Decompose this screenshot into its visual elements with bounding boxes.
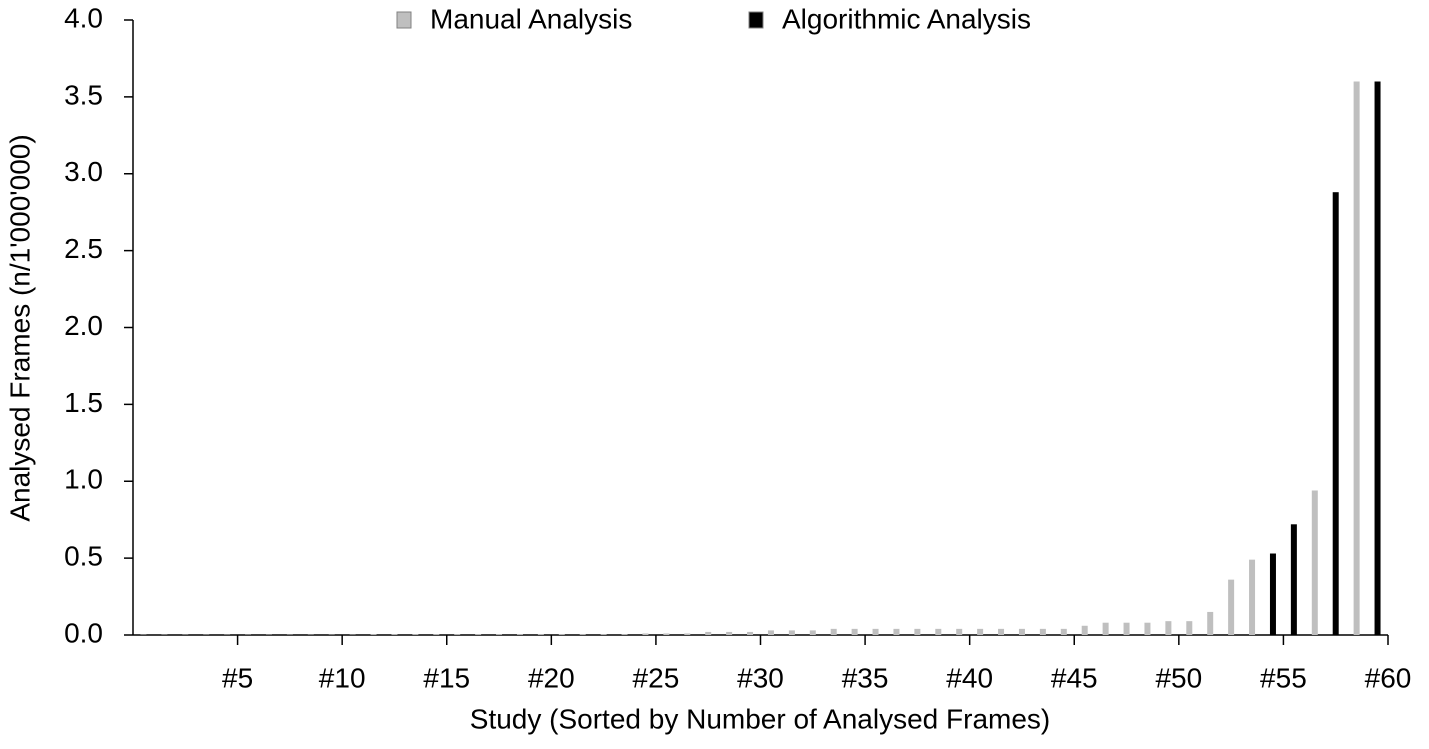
- legend-swatch: [748, 11, 764, 29]
- bar: [370, 634, 377, 635]
- bar: [579, 634, 586, 635]
- bar: [809, 630, 816, 635]
- y-tick-label: 4.0: [64, 2, 103, 33]
- legend-swatch: [396, 11, 412, 29]
- bar: [872, 628, 879, 635]
- bar: [1165, 621, 1172, 635]
- y-tick-label: 1.0: [64, 464, 103, 495]
- bar: [412, 634, 419, 635]
- legend-label: Algorithmic Analysis: [782, 3, 1031, 34]
- y-tick-label: 2.0: [64, 310, 103, 341]
- x-tick-label: #35: [842, 662, 889, 693]
- bar: [1207, 611, 1214, 635]
- x-tick-label: #10: [319, 662, 366, 693]
- bar: [1374, 81, 1381, 635]
- bar: [1269, 553, 1276, 635]
- bar: [1102, 622, 1109, 635]
- bar: [433, 634, 440, 635]
- bar: [914, 628, 921, 635]
- bar: [1290, 524, 1297, 635]
- bar: [767, 630, 774, 635]
- bar: [1332, 192, 1339, 635]
- bar: [516, 634, 523, 635]
- bar: [935, 628, 942, 635]
- bar: [726, 631, 733, 635]
- x-tick-label: #60: [1365, 662, 1412, 693]
- bar: [1311, 490, 1318, 635]
- x-tick-label: #25: [633, 662, 680, 693]
- bar: [1018, 628, 1025, 635]
- bar: [391, 634, 398, 635]
- bar: [663, 633, 670, 635]
- y-axis-title: Analysed Frames (n/1'000'000): [4, 134, 35, 521]
- bar: [558, 634, 565, 635]
- bar: [600, 634, 607, 635]
- bar: [642, 633, 649, 635]
- bar: [1039, 628, 1046, 635]
- x-tick-label: #55: [1260, 662, 1307, 693]
- bar: [705, 631, 712, 635]
- bar: [1186, 621, 1193, 635]
- x-axis-title: Study (Sorted by Number of Analysed Fram…: [470, 703, 1050, 734]
- bar: [893, 628, 900, 635]
- bar: [788, 630, 795, 635]
- x-tick-label: #5: [222, 662, 253, 693]
- bar: [851, 628, 858, 635]
- bar: [496, 634, 503, 635]
- bar: [1353, 81, 1360, 635]
- x-tick-label: #30: [737, 662, 784, 693]
- bar: [977, 628, 984, 635]
- y-tick-label: 3.0: [64, 156, 103, 187]
- bar: [684, 633, 691, 635]
- x-tick-label: #50: [1155, 662, 1202, 693]
- bar: [454, 634, 461, 635]
- y-tick-label: 1.5: [64, 387, 103, 418]
- bar: [1249, 559, 1256, 635]
- x-tick-label: #20: [528, 662, 575, 693]
- y-tick-label: 2.5: [64, 233, 103, 264]
- y-tick-label: 0.0: [64, 617, 103, 648]
- bar: [1081, 625, 1088, 635]
- bar: [621, 634, 628, 635]
- bar: [956, 628, 963, 635]
- bar: [1060, 628, 1067, 635]
- y-tick-label: 3.5: [64, 79, 103, 110]
- bar: [998, 628, 1005, 635]
- bar: [1123, 622, 1130, 635]
- bar: [475, 634, 482, 635]
- x-tick-label: #45: [1051, 662, 1098, 693]
- bar: [1228, 579, 1235, 635]
- bar: [537, 634, 544, 635]
- bar: [830, 628, 837, 635]
- bar: [1144, 622, 1151, 635]
- y-tick-label: 0.5: [64, 541, 103, 572]
- x-tick-label: #40: [946, 662, 993, 693]
- legend-label: Manual Analysis: [430, 3, 632, 34]
- x-tick-label: #15: [423, 662, 470, 693]
- bar: [747, 631, 754, 635]
